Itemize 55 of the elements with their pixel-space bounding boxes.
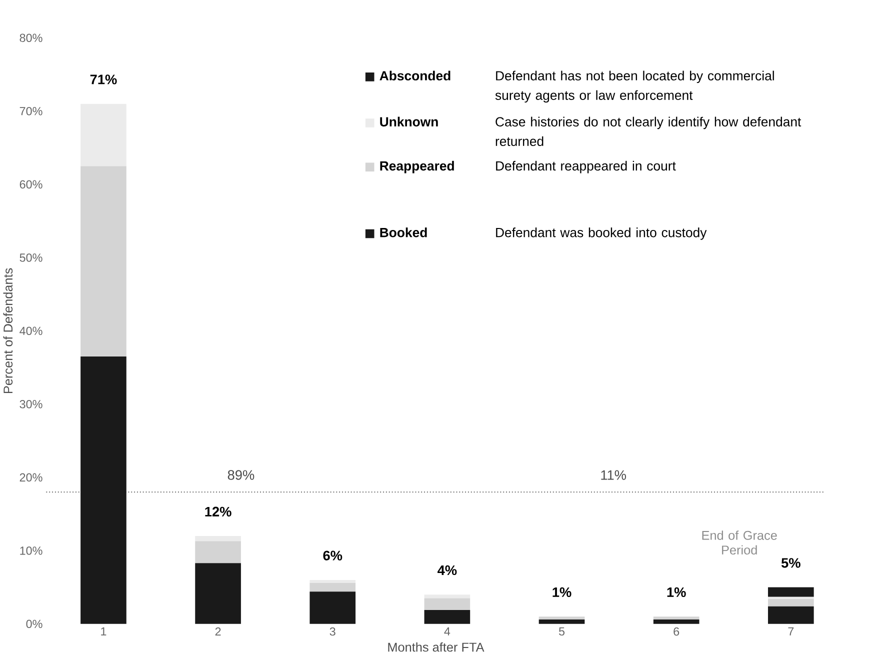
annotation: Defendant reappeared in court (496, 160, 676, 174)
bar (538, 619, 585, 624)
y-tick-label: 40% (20, 326, 42, 335)
y-tick-label: 80% (20, 34, 42, 42)
annotation: Defendant has not been located by commercial surety agents or law enforcement (495, 70, 774, 102)
bar (768, 606, 814, 624)
bar (768, 598, 814, 606)
total-label: 4% (438, 565, 457, 575)
x-tick-label: 2 (215, 627, 221, 636)
annotation: 89% (228, 470, 254, 480)
bar (653, 616, 700, 620)
bar (424, 610, 470, 624)
y-tick-label: 30% (20, 400, 42, 408)
y-axis-title: Percent of Defendants (3, 268, 13, 393)
legend-label: Absconded (380, 70, 450, 80)
y-tick-label: 10% (20, 546, 42, 555)
x-tick-label: 3 (330, 627, 336, 636)
annotation: Defendant was booked into custody (496, 227, 707, 240)
bar (80, 104, 126, 166)
bar (310, 592, 356, 624)
bar (768, 587, 814, 597)
bar (653, 619, 700, 624)
total-label: 5% (781, 558, 800, 568)
annotation: End of Grace Period (702, 530, 777, 554)
bar (310, 580, 356, 583)
y-tick-label: 20% (20, 473, 42, 482)
y-tick-label: 0% (26, 620, 42, 628)
bar (424, 598, 470, 610)
x-axis-title: Months after FTA (388, 642, 484, 652)
bar (80, 356, 126, 624)
legend-label: Unknown (380, 116, 438, 126)
total-label: 6% (323, 550, 342, 560)
total-label: 71% (90, 74, 117, 84)
bar (195, 562, 241, 624)
total-label: 1% (552, 587, 572, 597)
y-tick-label: 50% (20, 253, 42, 262)
bar (538, 616, 585, 620)
x-tick-label: 6 (674, 627, 680, 636)
x-tick-label: 5 (558, 627, 565, 636)
bar (80, 166, 126, 356)
x-tick-label: 1 (101, 627, 106, 636)
annotation: Case histories do not clearly identify how defendant returned (496, 116, 802, 146)
x-tick-label: 7 (788, 627, 794, 636)
bar (424, 594, 470, 598)
legend-label: Booked (380, 227, 427, 238)
y-tick-label: 70% (20, 106, 42, 116)
bar (195, 541, 241, 563)
total-label: 12% (205, 506, 232, 516)
y-tick-label: 60% (20, 180, 42, 188)
annotation: 11% (601, 470, 626, 480)
x-tick-label: 4 (444, 627, 450, 636)
bar (310, 582, 356, 592)
total-label: 1% (667, 587, 686, 597)
legend-label: Reappeared (380, 160, 454, 174)
bar (195, 536, 241, 542)
